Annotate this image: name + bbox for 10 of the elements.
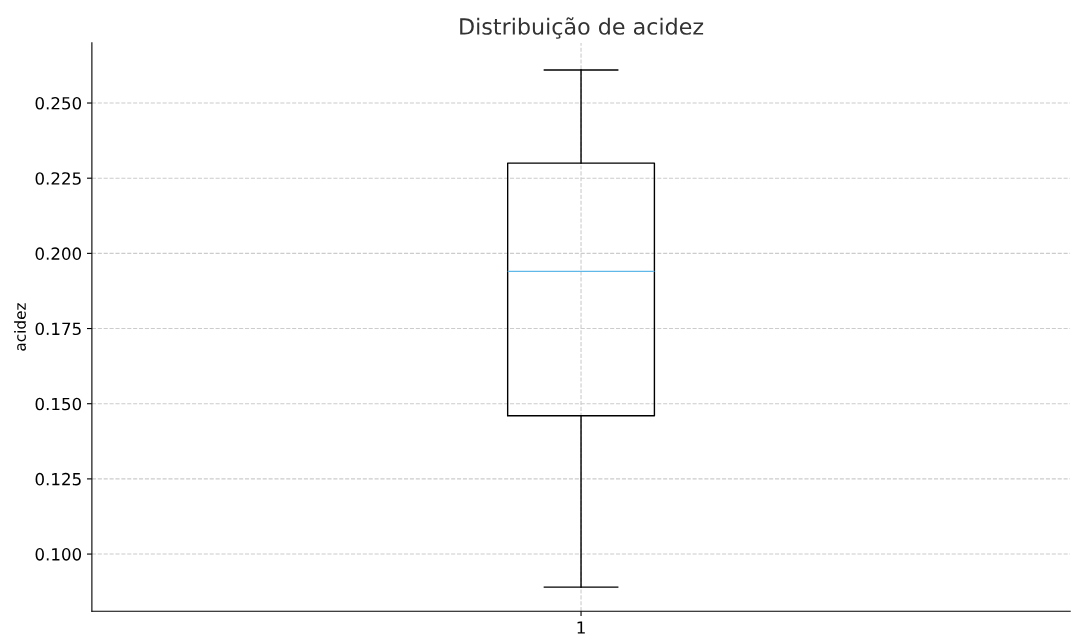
y-tick-label: 0.175	[35, 322, 81, 336]
x-tick-label: 1	[577, 621, 585, 634]
y-tick-label: 0.225	[35, 172, 81, 185]
y-tick-label: 0.100	[35, 548, 82, 561]
y-tick-label: 0.200	[35, 247, 82, 260]
y-axis-title: acidez	[14, 303, 26, 351]
y-tick-label: 0.150	[35, 397, 82, 411]
y-tick-label: 0.125	[35, 472, 81, 486]
y-tick-label: 0.250	[35, 96, 82, 110]
chart-title: Distribuição de acidez	[460, 17, 704, 39]
